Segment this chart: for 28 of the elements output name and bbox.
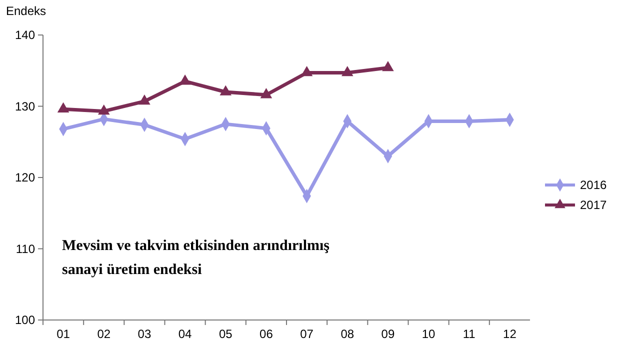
y-tick-label: 120: [14, 170, 36, 185]
point: [138, 94, 150, 105]
point: [382, 60, 394, 72]
x-tick-label: 08: [340, 327, 354, 341]
x-tick-label: 11: [462, 327, 476, 341]
x-tick-label: 10: [422, 327, 436, 341]
x-tick-label: 07: [300, 327, 314, 341]
annotation: Mevsim ve takvim etkisinden arındırılmış sanayi üretim endeksi: [62, 238, 330, 278]
point: [98, 104, 110, 115]
y-axis-title: Endeks: [6, 4, 46, 18]
point: [341, 66, 354, 76]
legend-label: 2016: [580, 178, 608, 192]
y-tick-label: 140: [14, 28, 36, 42]
x-tick-label: 02: [97, 327, 111, 341]
point: [57, 102, 70, 112]
y-tick-label: 110: [16, 242, 36, 256]
x-tick-label: 09: [381, 327, 395, 341]
x-tick-label: 06: [260, 327, 274, 341]
x-tick-label: 04: [178, 327, 192, 341]
point: [220, 85, 232, 96]
x-tick-label: 05: [218, 327, 233, 341]
x-tick-label: 12: [503, 327, 517, 341]
y-tick-label: 130: [14, 99, 36, 114]
x-tick-label: 01: [56, 327, 70, 341]
point: [260, 88, 272, 98]
y-tick-label: 100: [14, 313, 36, 328]
legend-label: 2017: [580, 198, 608, 212]
x-tick-label: 03: [138, 327, 152, 341]
